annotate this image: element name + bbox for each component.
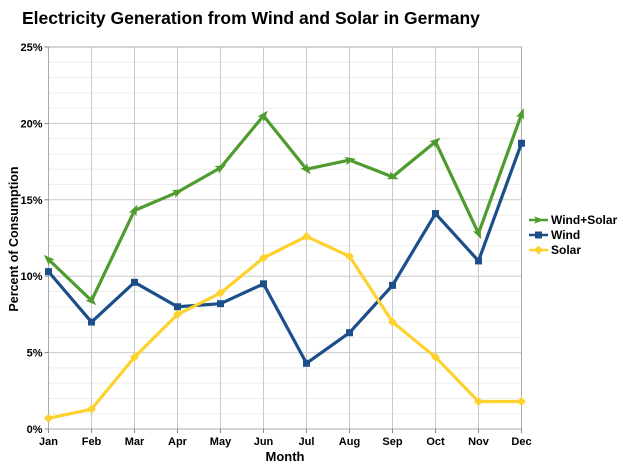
- data-point-wind: [432, 210, 439, 218]
- data-point-wind: [45, 268, 52, 276]
- y-tick-label: 10%: [20, 271, 42, 283]
- data-point-solar: [431, 352, 440, 362]
- plot-border: [48, 46, 522, 430]
- y-tick-label: 20%: [20, 118, 42, 130]
- x-tick-label: Jul: [299, 436, 315, 448]
- data-point-solar: [216, 288, 225, 298]
- data-point-wind-solar: [214, 164, 227, 174]
- x-tick-label: Nov: [468, 436, 490, 448]
- data-point-solar: [517, 396, 526, 406]
- legend-item-solar: Solar: [529, 242, 617, 257]
- data-point-wind-solar: [300, 163, 311, 175]
- data-point-wind: [303, 359, 310, 367]
- data-point-solar: [44, 413, 53, 423]
- data-point-wind-solar: [85, 294, 97, 306]
- data-point-wind-solar: [344, 156, 356, 166]
- x-tick-label: Dec: [511, 436, 531, 448]
- x-tick-label: Mar: [125, 436, 145, 448]
- x-tick-label: Aug: [339, 436, 360, 448]
- data-point-wind-solar: [257, 110, 268, 122]
- data-point-solar: [302, 231, 311, 241]
- data-point-wind-solar: [429, 137, 441, 148]
- x-tick-label: Jun: [254, 436, 274, 448]
- data-point-solar: [345, 251, 354, 261]
- data-point-wind: [174, 303, 181, 311]
- data-point-wind: [131, 278, 138, 286]
- data-point-wind-solar: [386, 171, 399, 180]
- y-tick-label: 15%: [20, 195, 42, 207]
- x-tick-label: Feb: [82, 436, 102, 448]
- data-point-wind: [475, 257, 482, 265]
- data-point-solar: [474, 396, 483, 406]
- data-point-solar: [87, 404, 96, 414]
- legend: Wind+Solar Wind Solar: [529, 212, 617, 257]
- x-tick-label: May: [210, 436, 232, 448]
- data-point-wind-solar: [516, 108, 524, 120]
- series-line-wind-solar: [46, 112, 524, 303]
- x-tick-label: Apr: [168, 436, 188, 448]
- legend-label-wind-solar: Wind+Solar: [551, 212, 618, 227]
- legend-item-wind-solar: Wind+Solar: [529, 212, 617, 227]
- data-point-wind: [217, 300, 224, 308]
- data-point-solar: [130, 352, 139, 362]
- legend-marker-wind-icon: [529, 231, 548, 238]
- x-tick-label: Sep: [382, 436, 402, 448]
- data-point-wind: [346, 329, 353, 337]
- y-tick-label: 0%: [27, 424, 43, 436]
- data-point-wind-solar: [128, 204, 138, 217]
- chart-title: Electricity Generation from Wind and Sol…: [22, 8, 480, 28]
- y-tick-label: 5%: [27, 348, 43, 360]
- data-point-wind: [518, 139, 525, 147]
- data-point-wind: [260, 280, 267, 288]
- data-point-solar: [173, 309, 182, 319]
- legend-marker-solar-icon: [529, 245, 548, 254]
- data-point-wind: [88, 318, 95, 326]
- y-tick-label: 25%: [20, 42, 42, 54]
- x-axis-title: Month: [265, 449, 305, 464]
- legend-item-wind: Wind: [529, 227, 617, 242]
- legend-label-solar: Solar: [551, 242, 582, 257]
- data-point-wind-solar: [43, 254, 55, 266]
- series-line-wind: [46, 141, 524, 365]
- data-point-wind-solar: [472, 227, 482, 240]
- legend-label-wind: Wind: [551, 227, 581, 242]
- x-tick-label: Jan: [39, 436, 58, 448]
- series-line-solar: [46, 234, 524, 420]
- x-tick-label: Oct: [426, 436, 445, 448]
- legend-marker-wind-solar-icon: [529, 215, 548, 224]
- data-point-wind-solar: [171, 189, 184, 198]
- data-point-wind: [389, 281, 396, 289]
- data-point-solar: [259, 253, 268, 263]
- data-point-solar: [388, 317, 397, 327]
